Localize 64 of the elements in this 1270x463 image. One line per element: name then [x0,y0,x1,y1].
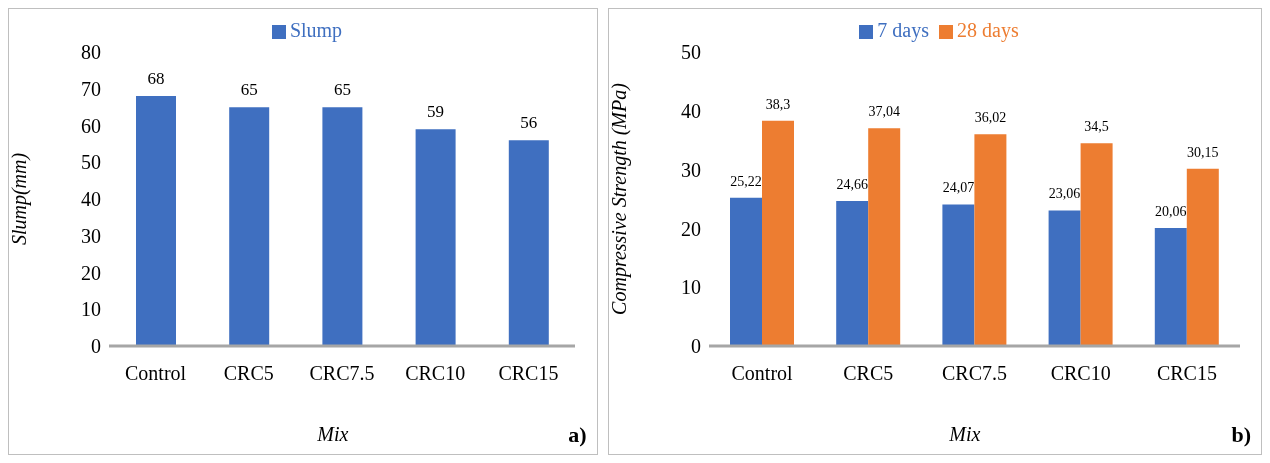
data-label: 34,5 [1083,119,1109,135]
y-tick-label: 40 [680,99,701,122]
data-label: 65 [240,80,258,100]
data-label: 65 [333,80,351,100]
y-tick-label: 10 [680,276,701,299]
data-label: 20,06 [1154,204,1187,220]
bar [508,140,549,346]
bar [835,201,868,346]
data-label: 25,22 [729,173,762,189]
x-tick-label: CRC5 [223,362,274,385]
data-label: 37,04 [867,104,900,120]
x-tick-label: CRC15 [1156,362,1217,385]
x-tick-label: Control [731,362,793,385]
y-tick-label: 40 [81,188,101,211]
data-label: 23,06 [1048,186,1080,202]
x-tick-label: CRC10 [1050,362,1111,385]
bar [1186,168,1219,346]
y-tick-label: 20 [680,217,701,240]
legend-label: 7 days [877,19,930,41]
data-label: 38,3 [765,96,790,112]
y-tick-label: 60 [81,114,101,137]
bar [1048,210,1081,346]
y-tick-label: 0 [690,335,701,358]
data-label: 24,07 [942,180,974,196]
bar [941,204,974,346]
y-tick-label: 70 [81,77,101,100]
bar [867,128,900,346]
y-tick-label: 50 [81,151,101,174]
data-label: 36,02 [974,110,1006,126]
x-tick-label: CRC7.5 [941,362,1007,385]
y-axis-title: Slump(mm) [8,152,32,246]
y-tick-label: 0 [91,335,101,358]
text: a) [568,422,587,448]
bar [1154,228,1187,346]
x-tick-label: CRC15 [498,362,559,385]
text: b) [1231,422,1251,448]
y-tick-label: 50 [680,41,701,64]
y-tick-label: 10 [81,298,101,321]
y-tick-label: 30 [680,158,701,181]
x-tick-label: Control [125,362,187,385]
bar [322,107,363,346]
bar [761,120,794,346]
data-label: 68 [147,69,165,89]
legend-label: 28 days [957,19,1019,41]
x-tick-label: CRC10 [405,362,466,385]
bar [1080,143,1113,346]
bar [973,134,1006,346]
y-tick-label: 80 [81,41,101,64]
bar [415,129,456,346]
data-label: 59 [427,102,445,122]
bar [229,107,270,346]
x-tick-label: CRC5 [842,362,893,385]
x-tick-label: CRC7.5 [309,362,375,385]
bar [729,197,762,346]
bar [136,96,176,346]
y-tick-label: 30 [81,224,101,247]
y-axis-title: Compressive Strength (MPa) [607,82,631,315]
legend-label: Slump [289,19,343,41]
x-axis-title: Mix [949,423,981,445]
data-label: 24,66 [835,177,868,192]
x-axis-title: Mix [317,423,349,445]
data-label: 56 [520,113,538,133]
data-label: 30,15 [1186,144,1219,160]
y-tick-label: 20 [81,261,101,284]
